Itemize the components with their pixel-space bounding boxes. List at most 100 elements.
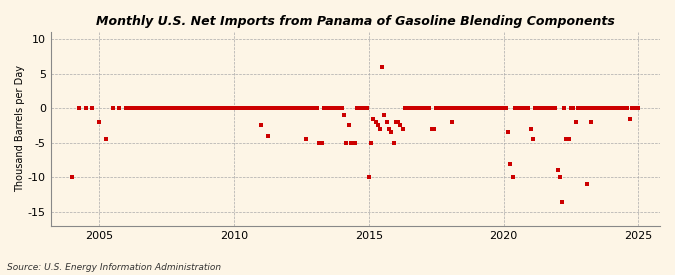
Point [435, 106, 446, 110]
Point [130, 106, 140, 110]
Point [471, 106, 482, 110]
Point [566, 106, 576, 110]
Point [505, 161, 516, 166]
Point [561, 137, 572, 142]
Point [296, 106, 307, 110]
Point [516, 106, 527, 110]
Point [460, 106, 470, 110]
Point [101, 137, 111, 142]
Point [480, 106, 491, 110]
Point [552, 168, 563, 173]
Point [554, 175, 565, 180]
Point [287, 106, 298, 110]
Point [161, 106, 172, 110]
Point [323, 106, 333, 110]
Point [507, 175, 518, 180]
Point [215, 106, 226, 110]
Point [263, 134, 273, 138]
Point [439, 106, 450, 110]
Point [132, 106, 143, 110]
Point [246, 106, 257, 110]
Point [150, 106, 161, 110]
Point [222, 106, 233, 110]
Point [628, 106, 639, 110]
Point [155, 106, 165, 110]
Point [163, 106, 174, 110]
Point [302, 106, 313, 110]
Point [500, 106, 511, 110]
Point [170, 106, 181, 110]
Point [408, 106, 419, 110]
Point [309, 106, 320, 110]
Point [375, 127, 385, 131]
Point [581, 182, 592, 186]
Point [352, 106, 363, 110]
Point [240, 106, 250, 110]
Point [80, 106, 91, 110]
Y-axis label: Thousand Barrels per Day: Thousand Barrels per Day [15, 65, 25, 192]
Point [473, 106, 484, 110]
Point [476, 106, 487, 110]
Point [487, 106, 497, 110]
Text: Source: U.S. Energy Information Administration: Source: U.S. Energy Information Administ… [7, 263, 221, 272]
Point [258, 106, 269, 110]
Point [267, 106, 277, 110]
Point [292, 106, 302, 110]
Point [604, 106, 615, 110]
Point [520, 106, 531, 110]
Point [462, 106, 473, 110]
Point [336, 106, 347, 110]
Point [512, 106, 522, 110]
Point [559, 106, 570, 110]
Point [493, 106, 504, 110]
Point [121, 106, 132, 110]
Point [114, 106, 125, 110]
Point [190, 106, 201, 110]
Point [249, 106, 260, 110]
Point [415, 106, 426, 110]
Point [366, 141, 377, 145]
Point [577, 106, 588, 110]
Point [148, 106, 159, 110]
Point [224, 106, 235, 110]
Point [397, 127, 408, 131]
Point [128, 106, 138, 110]
Point [597, 106, 608, 110]
Point [166, 106, 177, 110]
Point [437, 106, 448, 110]
Point [622, 106, 632, 110]
Point [242, 106, 253, 110]
Point [402, 106, 412, 110]
Point [184, 106, 194, 110]
Point [175, 106, 186, 110]
Point [422, 106, 433, 110]
Point [620, 106, 630, 110]
Point [608, 106, 619, 110]
Point [574, 106, 585, 110]
Point [361, 106, 372, 110]
Point [134, 106, 145, 110]
Point [466, 106, 477, 110]
Point [523, 106, 534, 110]
Point [251, 106, 262, 110]
Point [381, 120, 392, 124]
Point [332, 106, 343, 110]
Point [550, 106, 561, 110]
Point [606, 106, 617, 110]
Point [370, 120, 381, 124]
Point [537, 106, 547, 110]
Point [202, 106, 213, 110]
Point [321, 106, 331, 110]
Point [570, 120, 581, 124]
Point [307, 106, 318, 110]
Point [527, 137, 538, 142]
Point [618, 106, 628, 110]
Point [348, 141, 358, 145]
Point [136, 106, 147, 110]
Point [518, 106, 529, 110]
Point [547, 106, 558, 110]
Point [498, 106, 509, 110]
Point [143, 106, 154, 110]
Point [510, 106, 520, 110]
Point [584, 106, 595, 110]
